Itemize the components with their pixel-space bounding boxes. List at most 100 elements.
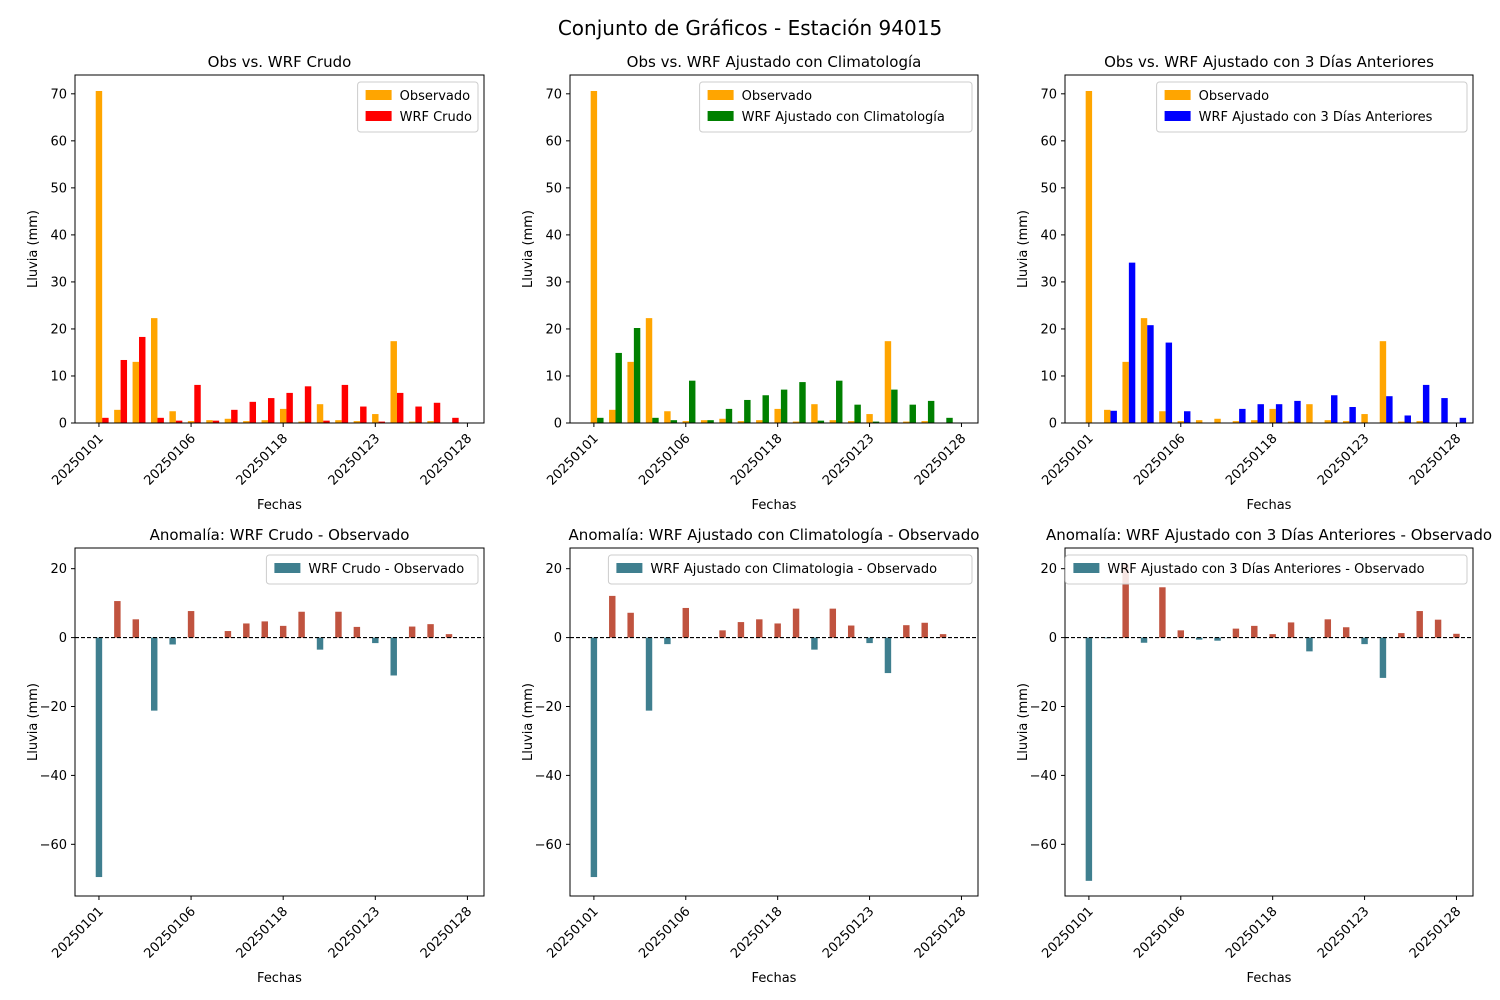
chart-panel-2: Obs vs. WRF Ajustado con Climatología 0 10… [521,53,979,513]
y-tick-label: 10 [50,369,67,384]
bar-wrf [1184,411,1191,423]
y-tick-label: 0 [554,417,562,432]
x-axis-label: Fechas [752,971,797,986]
bar-anomaly [1287,622,1295,638]
bar-anomaly [1398,633,1405,638]
chart-title: Anomalía: WRF Ajustado con 3 Días Anteri… [1046,526,1492,544]
legend-swatch [616,563,643,573]
legend-label: Observado [400,89,471,104]
x-tick-label: 20250123 [1315,904,1372,961]
y-tick-label: 30 [50,275,67,290]
bar-anomaly [1177,630,1184,638]
bar-wrf [415,406,422,423]
bar-observed [1232,421,1240,423]
bar-anomaly [1379,637,1387,678]
x-tick-label: 20250128 [912,904,969,961]
x-tick-label: 20250101 [544,431,601,488]
bar-wrf [817,420,825,423]
bar-observed [1324,420,1332,423]
y-tick-label: 20 [545,562,562,577]
legend-swatch [365,90,392,100]
bar-anomaly [1085,637,1093,881]
legend-label: WRF Ajustado con Climatología [742,110,945,125]
bar-observed [682,421,689,423]
bar-anomaly [645,637,653,711]
bar-wrf [433,402,441,423]
chart-panel-5: Anomalía: WRF Ajustado con Climatología … [521,526,979,986]
bar-wrf [1386,396,1393,423]
y-tick-label: 50 [1040,181,1057,196]
bar-observed [316,404,324,423]
bar-anomaly [903,625,910,638]
bar-observed [279,408,287,423]
bar-wrf [1128,262,1136,423]
bar-observed [298,421,305,423]
bar-wrf [157,417,164,423]
legend-label: Observado [1199,89,1270,104]
axes-frame [74,74,485,424]
legend-box [265,554,479,585]
y-tick-label: 0 [59,417,67,432]
bar-wrf [836,380,843,423]
legend-swatch [707,90,734,100]
bar-wrf [1404,415,1411,423]
legend-box [607,554,973,585]
bar-wrf [231,409,238,423]
chart-title: Obs vs. WRF Ajustado con Climatología [627,53,922,71]
legend-box [1156,81,1468,133]
y-tick-label: −20 [40,700,67,715]
bar-anomaly [792,608,800,638]
bar-anomaly [866,637,873,644]
legend-box [1064,554,1468,585]
bar-anomaly [1453,633,1460,638]
bar-wrf [744,399,751,423]
bar-observed [1416,421,1423,423]
y-tick-label: −20 [1030,700,1057,715]
bar-observed [261,420,268,423]
y-axis-label: Lluvia (mm) [521,683,536,761]
bar-wrf [597,417,604,423]
bar-wrf [891,389,898,423]
chart-panel-1: Obs vs. WRF Crudo 0 10 20 30 40 50 60 70 20250101… [26,53,485,513]
axes-frame [1064,547,1474,897]
x-tick-label: 20250106 [1131,431,1188,488]
bar-anomaly [1324,619,1332,638]
x-tick-label: 20250123 [326,431,383,488]
bar-wrf [707,420,714,423]
bar-observed [150,318,158,423]
bar-wrf [120,359,128,423]
x-tick-label: 20250128 [912,431,969,488]
y-tick-label: 20 [1040,562,1057,577]
bar-observed [1177,421,1184,423]
bar-anomaly [1159,587,1166,638]
y-tick-label: −40 [40,769,67,784]
bar-anomaly [609,595,616,638]
bar-wrf [1422,384,1430,423]
x-tick-label: 20250106 [141,431,198,488]
bar-observed [1398,421,1405,423]
x-tick-label: 20250106 [1131,904,1188,961]
bar-wrf [725,408,733,423]
bar-wrf [652,417,659,423]
y-tick-label: 30 [545,275,562,290]
bar-anomaly [187,611,195,638]
y-tick-label: 20 [50,322,67,337]
legend: Observado WRF Ajustado con Climatología [699,81,973,133]
x-tick-label: 20250123 [820,904,877,961]
bar-anomaly [664,637,671,645]
bar-wrf [1294,400,1301,423]
bar-wrf [396,392,404,423]
legend: WRF Ajustado con Climatologia - Observad… [607,554,973,585]
bar-anomaly [1269,634,1276,638]
bar-wrf [670,420,678,423]
bar-wrf [909,404,916,423]
legend-swatch [274,563,301,573]
y-tick-label: −60 [535,838,562,853]
legend-swatch [1073,563,1100,573]
y-axis-label: Lluvia (mm) [1016,683,1031,761]
x-tick-label: 20250118 [234,904,291,961]
bar-wrf [341,384,349,423]
x-axis-label: Fechas [752,498,797,513]
bar-anomaly [1195,637,1203,640]
